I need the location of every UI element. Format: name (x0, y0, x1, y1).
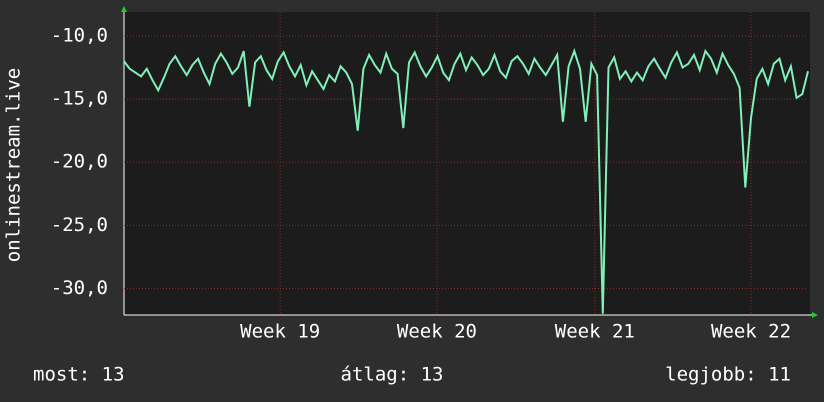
y-tick-label: -10,0 (51, 24, 108, 46)
y-tick-label: -15,0 (51, 88, 108, 110)
x-arrow (812, 312, 818, 318)
y-axis-label: onlinestream.live (3, 68, 25, 262)
plot-area (124, 12, 810, 315)
y-tick-label: -30,0 (51, 277, 108, 299)
x-tick-label: Week 21 (555, 321, 635, 343)
y-tick-label: -25,0 (51, 214, 108, 236)
x-tick-label: Week 19 (240, 321, 320, 343)
y-tick-label: -20,0 (51, 151, 108, 173)
data-line (123, 48, 809, 314)
legend-stat: átlag: 13 (341, 364, 444, 386)
legend-stat: legjobb: 11 (665, 364, 791, 386)
x-tick-label: Week 20 (397, 321, 477, 343)
x-tick-label: Week 22 (711, 321, 791, 343)
legend-stat: most: 13 (33, 364, 125, 386)
y-arrow (121, 6, 127, 12)
